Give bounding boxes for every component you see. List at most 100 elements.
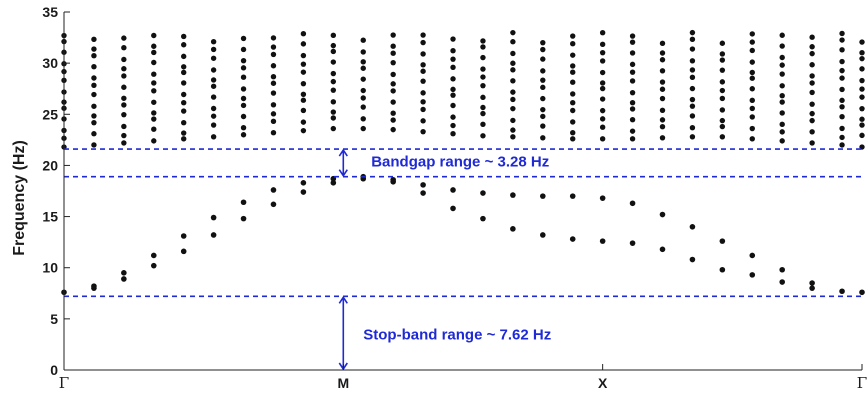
data-point <box>719 107 726 113</box>
data-point <box>599 136 606 142</box>
data-point <box>599 238 606 244</box>
data-point <box>181 69 187 76</box>
data-point <box>91 36 97 43</box>
data-point <box>210 67 217 73</box>
data-point <box>450 86 456 93</box>
data-point <box>779 138 785 144</box>
data-point <box>599 41 606 48</box>
data-point <box>689 103 696 109</box>
data-point <box>181 42 187 48</box>
data-point <box>570 129 576 136</box>
data-point <box>779 129 785 135</box>
data-point <box>779 121 785 128</box>
data-point <box>779 99 785 105</box>
data-point <box>210 134 217 140</box>
tick-labels: 0 5 10 15 20 25 30 35 Γ M X Γ <box>42 4 867 392</box>
data-point <box>629 106 636 112</box>
data-point <box>210 77 217 83</box>
data-point <box>300 127 307 134</box>
data-point <box>121 56 127 63</box>
y-tick-label: 15 <box>42 209 58 225</box>
data-point <box>599 69 606 76</box>
data-point <box>270 111 277 117</box>
data-point <box>270 74 277 80</box>
annotations: Bandgap range ~ 3.28 Hz Stop-band range ~… <box>363 153 551 343</box>
data-point <box>91 75 97 81</box>
data-point <box>240 132 247 138</box>
data-point <box>540 56 546 62</box>
data-point <box>480 190 486 196</box>
data-point <box>749 125 755 132</box>
data-point <box>779 54 785 61</box>
data-point <box>510 192 516 198</box>
data-point <box>121 73 127 79</box>
data-point <box>540 123 546 129</box>
data-point <box>150 262 157 269</box>
data-point <box>540 84 546 91</box>
x-tick-label: X <box>598 375 608 391</box>
data-point <box>659 246 666 253</box>
data-point <box>859 116 865 122</box>
data-point <box>480 215 486 222</box>
data-point <box>629 200 636 207</box>
data-point <box>809 110 815 117</box>
data-point <box>659 135 666 141</box>
data-point <box>270 35 277 41</box>
data-point <box>689 36 696 43</box>
data-point <box>121 111 127 118</box>
data-point <box>151 49 157 56</box>
data-point <box>570 79 576 85</box>
data-point <box>300 107 307 114</box>
y-tick-label: 30 <box>42 55 58 71</box>
data-point <box>779 71 785 77</box>
data-point <box>420 99 426 105</box>
data-point <box>360 49 366 55</box>
data-point <box>240 86 247 92</box>
data-point <box>599 116 606 122</box>
data-point <box>270 118 277 125</box>
data-point <box>839 75 845 81</box>
data-point <box>330 70 337 77</box>
data-point <box>270 51 277 58</box>
data-point <box>270 44 277 50</box>
data-point <box>330 87 337 93</box>
data-point <box>689 58 696 64</box>
data-point <box>240 124 247 131</box>
data-point <box>330 42 337 49</box>
data-point <box>659 107 666 113</box>
data-point <box>210 105 217 112</box>
data-point <box>151 71 157 77</box>
data-point <box>121 66 127 72</box>
data-point <box>420 62 426 68</box>
data-point <box>270 80 277 86</box>
data-point <box>480 133 486 139</box>
data-point <box>420 78 426 84</box>
data-point <box>599 80 606 86</box>
data-point <box>749 69 755 76</box>
data-point <box>659 57 666 63</box>
data-point <box>570 91 576 97</box>
data-point <box>181 33 187 40</box>
data-point <box>151 43 157 49</box>
data-point <box>390 50 396 56</box>
x-tick-label: Γ <box>59 374 69 392</box>
data-point <box>450 56 456 62</box>
data-point <box>629 33 636 39</box>
data-point <box>270 102 277 108</box>
data-point <box>599 96 606 102</box>
reference-lines <box>64 148 862 298</box>
data-point <box>390 176 396 183</box>
data-point <box>450 76 456 82</box>
data-point <box>689 46 696 52</box>
data-point <box>360 59 366 65</box>
data-point <box>570 100 576 106</box>
data-point <box>91 82 97 89</box>
data-point <box>480 74 486 80</box>
data-point <box>390 71 396 78</box>
data-point <box>420 182 426 188</box>
data-point <box>859 94 865 100</box>
data-point <box>330 59 337 65</box>
data-point <box>510 226 516 232</box>
data-point <box>659 79 666 85</box>
